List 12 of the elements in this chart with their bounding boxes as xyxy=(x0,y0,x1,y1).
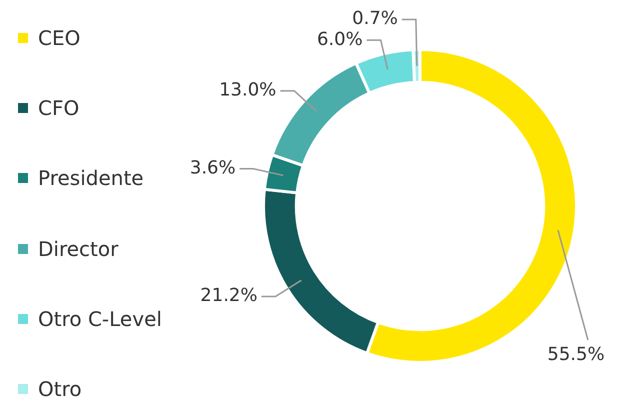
legend-label: Otro C-Level xyxy=(38,306,162,331)
data-label: 0.7% xyxy=(352,8,398,30)
data-label: 21.2% xyxy=(200,285,258,306)
legend-label: Presidente xyxy=(38,166,144,190)
legend-label: Director xyxy=(38,236,118,261)
legend-label: CFO xyxy=(38,96,80,120)
data-label: 3.6% xyxy=(190,157,236,178)
legend-label: CEO xyxy=(38,26,80,50)
data-label: 55.5% xyxy=(547,344,605,365)
data-label: 6.0% xyxy=(316,28,363,50)
data-label: 13.0% xyxy=(219,80,276,101)
legend-label: Otro xyxy=(38,376,82,401)
